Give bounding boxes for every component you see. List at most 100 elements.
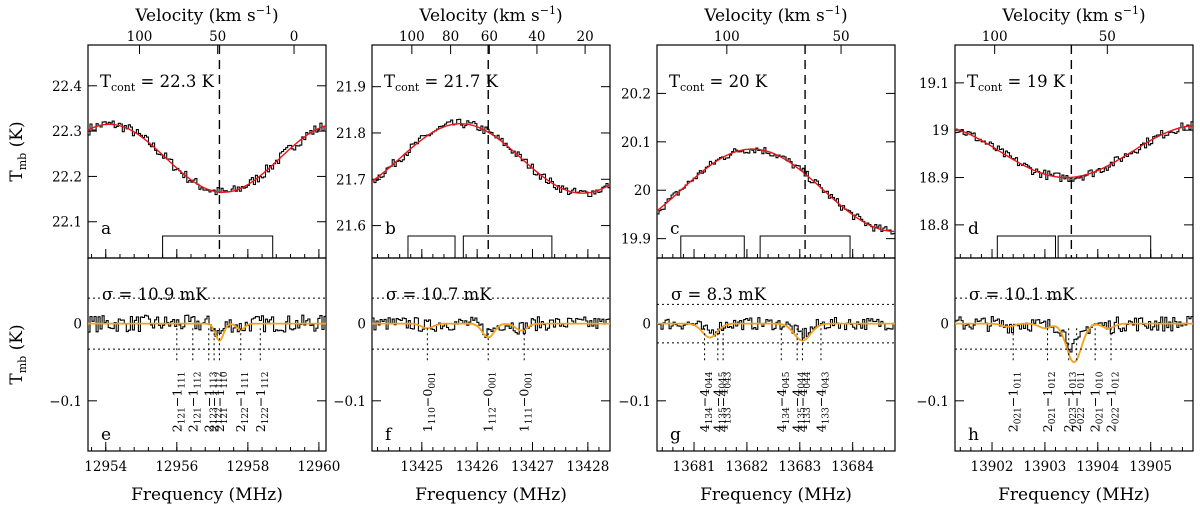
tcont-sub: cont (978, 81, 1003, 94)
tcont-sub: cont (111, 81, 136, 94)
velocity-tick-label: 100 (982, 29, 1008, 45)
upper-y-tick-label: 19 (932, 123, 949, 139)
transition-label: 2123−1113 (201, 371, 219, 432)
velocity-tick-label: 20 (576, 29, 593, 45)
frequency-axis-title: Frequency (MHz) (131, 485, 283, 505)
lower-y-tick-label: 0 (357, 317, 366, 333)
transition-dash: −1 (201, 389, 216, 407)
upper-y-axis-unit: (K) (7, 121, 27, 152)
model-spectrum (372, 322, 610, 339)
transition-dash: −0 (517, 389, 532, 407)
velocity-axis-close: ) (272, 6, 279, 26)
panel-letter: c (670, 219, 680, 239)
upper-data-spectrum (372, 118, 610, 198)
tcont-value: = 20 K (704, 72, 768, 91)
transition-sub2: 111 (177, 371, 187, 388)
upper-y-tick-label: 21.7 (336, 172, 366, 188)
transition-sub2: 112 (215, 371, 225, 388)
transition-label: 2121−1112 (185, 371, 203, 432)
tcont-symbol: T (384, 72, 395, 91)
transition-sub2: 010 (1096, 371, 1106, 388)
velocity-tick-label: 100 (127, 29, 153, 45)
transition-dash: −1 (212, 389, 227, 407)
panel-letter-lower: e (101, 425, 111, 445)
transition-main: 1 (481, 424, 496, 432)
transition-sub2: 043 (724, 371, 734, 388)
transition-dash: −1 (233, 389, 248, 407)
lower-y-tick-label: 0 (642, 317, 651, 333)
frequency-tick-label: 13904 (1076, 459, 1119, 475)
transition-label: 4133−4043 (716, 371, 734, 432)
fit-window-bracket (996, 235, 1056, 258)
panel-letter-lower: g (670, 425, 681, 445)
velocity-tick-label: 80 (442, 29, 459, 45)
transition-sub2: 112 (261, 371, 271, 388)
transition-sub1: 023 (1069, 407, 1079, 424)
lower-y-tick-label: 0 (940, 317, 949, 333)
transition-main: 1 (517, 424, 532, 432)
transition-main: 1 (420, 424, 435, 432)
transition-main: 4 (795, 424, 810, 432)
frequency-axis-title: Frequency (MHz) (415, 485, 567, 505)
lower-y-tick-label: −0.1 (618, 394, 651, 410)
velocity-tick-label: 100 (399, 29, 425, 45)
transition-sub1: 121 (220, 407, 230, 424)
transition-sub2: 045 (782, 371, 792, 388)
transition-main: 2 (212, 424, 227, 432)
transition-main: 2 (1061, 424, 1076, 432)
transition-main: 4 (790, 424, 805, 432)
transition-dash: −4 (697, 389, 712, 407)
transition-sub1: 121 (177, 407, 187, 424)
frequency-tick-label: 12956 (155, 459, 198, 475)
velocity-axis-text: Velocity (km s (1001, 6, 1122, 26)
upper-fit-curve (954, 125, 1194, 179)
transition-main: 4 (710, 424, 725, 432)
transition-dash: −1 (1104, 389, 1119, 407)
lower-panel-frame (954, 257, 1194, 452)
transition-sub1: 135 (798, 407, 808, 424)
lower-y-tick-label: −0.1 (916, 394, 949, 410)
upper-y-tick-label: 20 (634, 183, 651, 199)
transition-sub2: 043 (821, 371, 831, 388)
velocity-axis-exponent: −1 (540, 4, 556, 17)
transition-label: 2121−1110 (212, 371, 230, 432)
frequency-tick-label: 12954 (84, 459, 127, 475)
velocity-axis-exponent: −1 (825, 4, 841, 17)
frequency-tick-label: 13681 (673, 459, 716, 475)
residual-spectrum (657, 316, 895, 339)
model-spectrum (955, 322, 1193, 364)
transition-main: 2 (1040, 424, 1055, 432)
transition-sub1: 123 (209, 407, 219, 424)
velocity-axis-exponent: −1 (256, 4, 272, 17)
transition-sub1: 122 (241, 407, 251, 424)
velocity-tick-label: 0 (290, 29, 299, 45)
frequency-tick-label: 13905 (1129, 459, 1172, 475)
transition-sub2: 012 (1048, 371, 1058, 388)
transition-dash: −1 (253, 389, 268, 407)
upper-y-tick-label: 18.8 (919, 218, 949, 234)
frequency-axis-title: Frequency (MHz) (998, 485, 1150, 505)
transition-label: 4135−4045 (710, 371, 728, 432)
tcont-label: Tcont = 19 K (967, 72, 1066, 94)
velocity-axis-close: ) (841, 6, 848, 26)
transition-dash: −1 (1069, 389, 1084, 407)
transition-main: 2 (207, 424, 222, 432)
transition-sub1: 134 (705, 407, 715, 424)
transition-dash: −1 (1006, 389, 1021, 407)
lower-y-tick-label: 0 (73, 317, 82, 333)
upper-fit-curve (371, 123, 611, 194)
tcont-label: Tcont = 22.3 K (100, 72, 215, 94)
transition-sub2: 001 (428, 371, 438, 388)
transition-label: 2023−1013 (1061, 371, 1079, 432)
transition-label: 4133−4044 (795, 371, 813, 432)
sigma-label: σ = 8.3 mK (671, 285, 767, 304)
lower-panel-frame (87, 257, 327, 452)
model-spectrum (88, 322, 326, 342)
lower-y-axis-title: Tmb (K) (7, 324, 29, 384)
fit-window-bracket (759, 235, 851, 258)
transition-sub2: 001 (525, 371, 535, 388)
transition-dash: −4 (710, 389, 725, 407)
upper-y-tick-label: 22.4 (52, 79, 82, 95)
velocity-axis-text: Velocity (km s (703, 6, 824, 26)
